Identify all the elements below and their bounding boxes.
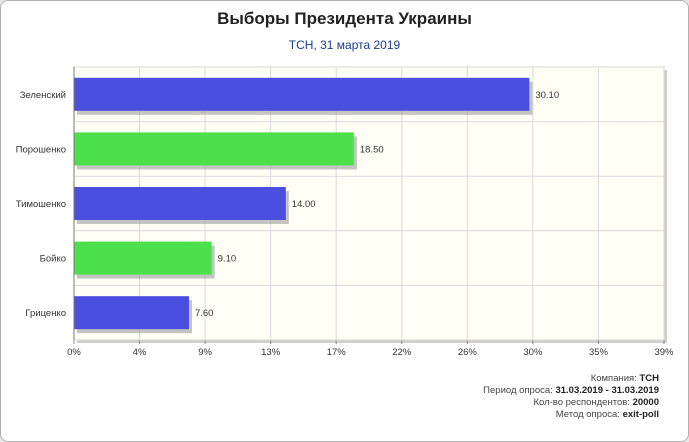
chart-title: Выборы Президента Украины bbox=[217, 9, 472, 28]
bar bbox=[74, 132, 354, 166]
category-label: Гриценко bbox=[25, 308, 66, 319]
bar bbox=[74, 77, 530, 111]
poll-period-label: Период опроса: bbox=[483, 385, 553, 396]
poll-respondents-label: Кол-во респондентов: bbox=[533, 397, 630, 408]
bar bbox=[74, 296, 189, 330]
bar-value-label: 14.00 bbox=[292, 199, 316, 210]
bar-value-label: 30.10 bbox=[535, 90, 559, 101]
x-tick-label: 0% bbox=[67, 347, 81, 358]
category-label: Тимошенко bbox=[16, 199, 66, 210]
x-tick-label: 26% bbox=[458, 347, 478, 358]
poll-company-label: Компания: bbox=[590, 373, 637, 384]
bar bbox=[74, 187, 286, 220]
poll-method-value: exit-poll bbox=[622, 409, 659, 420]
poll-respondents: Кол-во респондентов: 20000 bbox=[483, 397, 659, 409]
category-label: Зеленский bbox=[20, 90, 66, 101]
poll-info: Компания: ТСН Период опроса: 31.03.2019 … bbox=[483, 373, 659, 421]
x-tick-label: 30% bbox=[523, 347, 543, 358]
bar bbox=[74, 241, 212, 275]
poll-period: Период опроса: 31.03.2019 - 31.03.2019 bbox=[483, 385, 659, 397]
x-tick-label: 39% bbox=[654, 347, 674, 358]
x-tick-label: 17% bbox=[327, 347, 347, 358]
category-label: Порошенко bbox=[16, 144, 66, 155]
bar-chart: 0% 4% 9% 13% 17% 22% 26% 30% 35% 39% 30.10 Зеленски… bbox=[16, 66, 674, 358]
poll-company-value: ТСН bbox=[639, 373, 659, 384]
category-label: Бойко bbox=[40, 254, 66, 265]
x-tick-label: 22% bbox=[392, 347, 412, 358]
poll-method-label: Метод опроса: bbox=[555, 409, 620, 420]
poll-company: Компания: ТСН bbox=[483, 373, 659, 385]
chart-subtitle: ТСН, 31 марта 2019 bbox=[288, 38, 401, 52]
x-tick-label: 35% bbox=[589, 347, 609, 358]
bar-value-label: 7.60 bbox=[195, 308, 214, 319]
x-tick-label: 4% bbox=[133, 347, 147, 358]
poll-respondents-value: 20000 bbox=[632, 397, 659, 408]
x-tick-label: 9% bbox=[198, 347, 212, 358]
poll-period-value: 31.03.2019 - 31.03.2019 bbox=[555, 385, 659, 396]
bar-value-label: 9.10 bbox=[218, 254, 237, 265]
poll-method: Метод опроса: exit-poll bbox=[483, 409, 659, 421]
bar-value-label: 18.50 bbox=[360, 144, 384, 155]
x-tick-label: 13% bbox=[261, 347, 281, 358]
